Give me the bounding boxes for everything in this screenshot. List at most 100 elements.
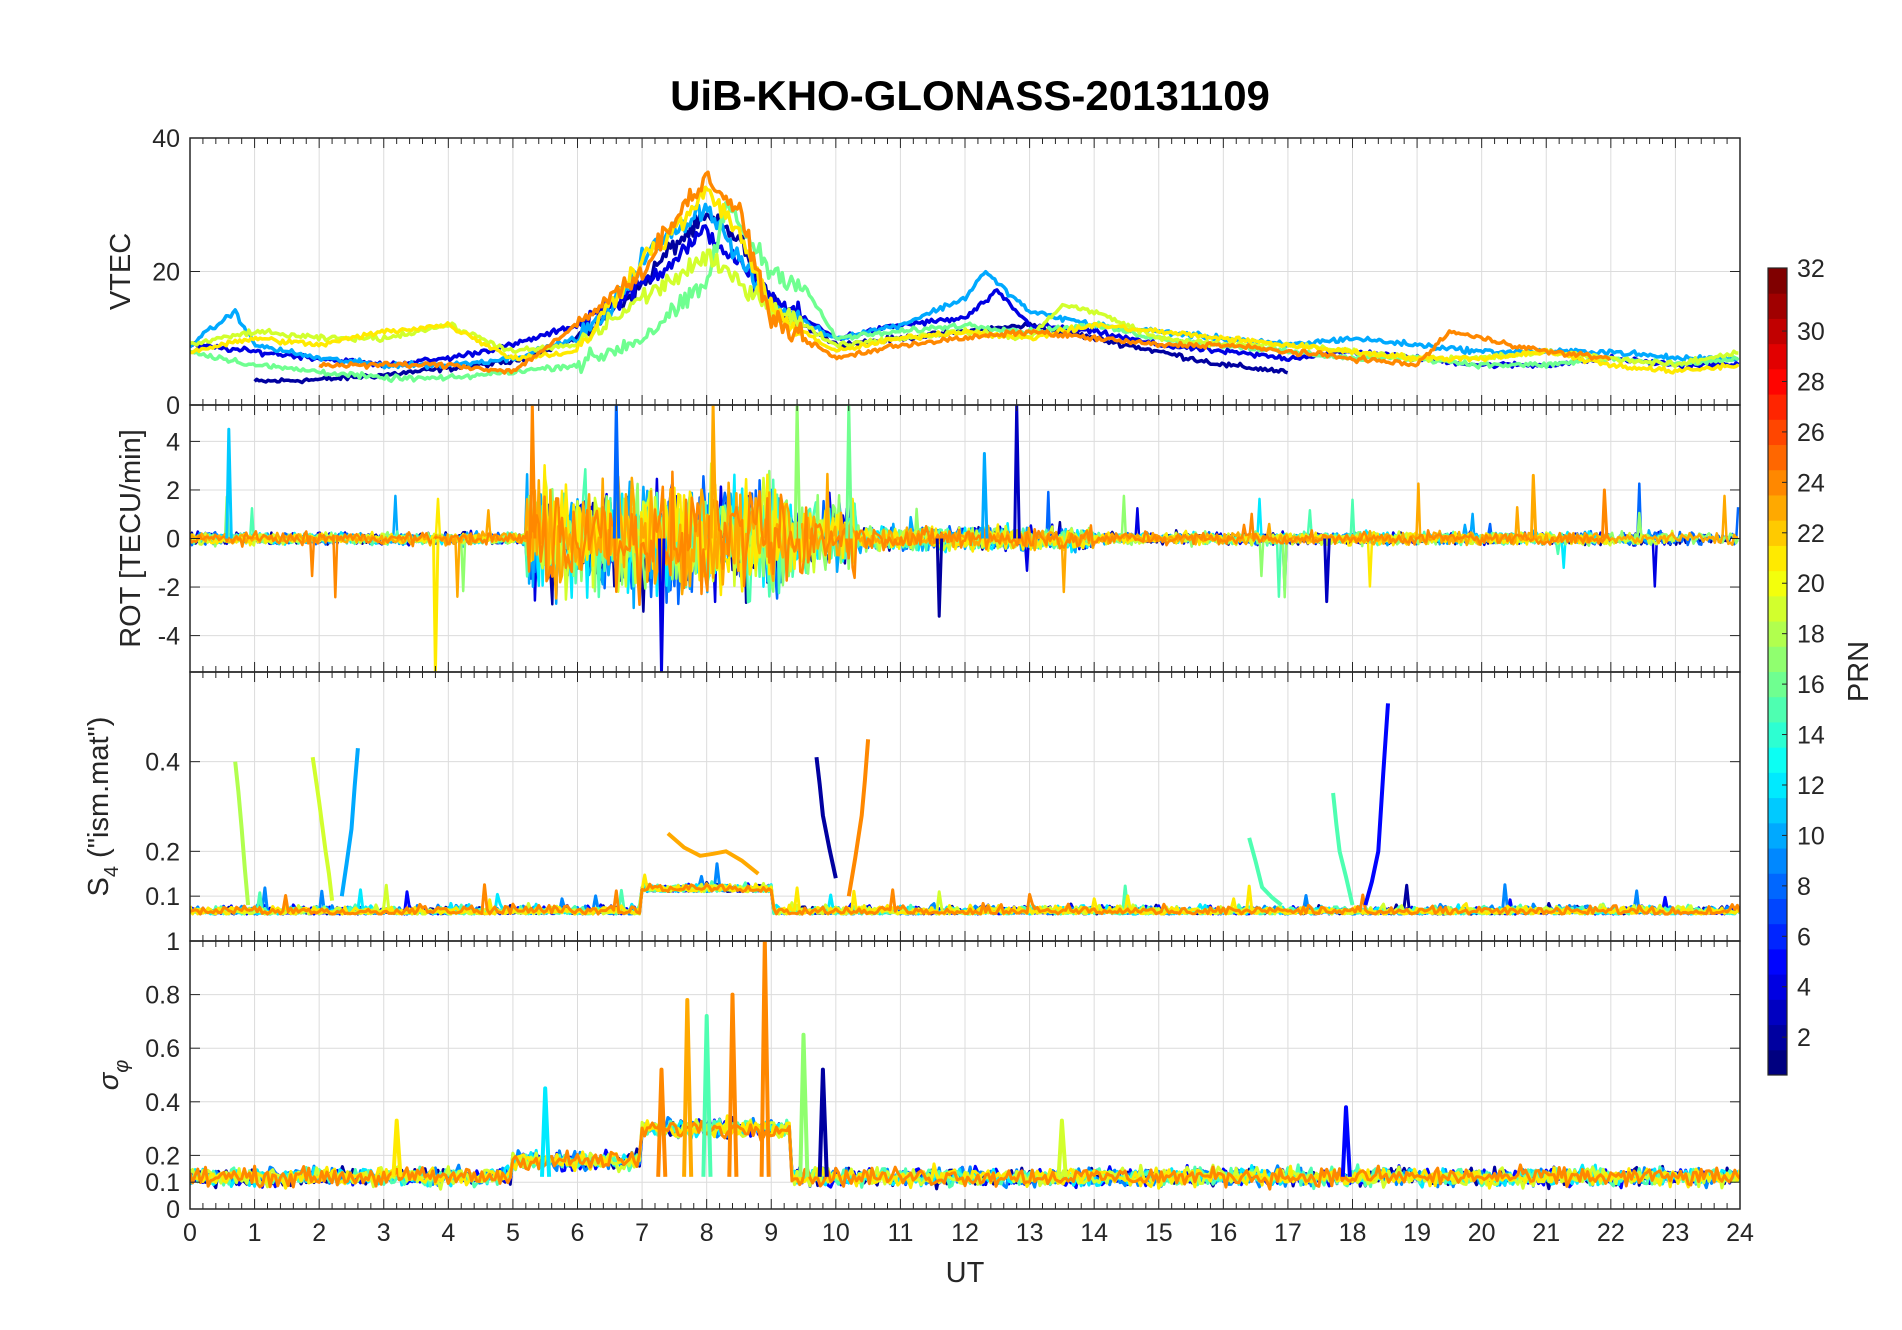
colorbar-tick-label: 18 [1797,621,1825,649]
colorbar-tick-label: 2 [1797,1024,1811,1052]
x-ticks [189,941,1741,1209]
colorbar-tick-label: 26 [1797,419,1825,447]
colorbar-tick-label: 6 [1797,923,1811,951]
grid-lines [189,672,1741,941]
x-axis-label: UT [946,1257,985,1289]
rot-line-prn-24 [190,470,1612,607]
y-axis-label: S4 ("ism.mat") [83,717,123,897]
colorbar-swatch [1768,948,1787,975]
colorbar-swatch [1768,848,1787,874]
colorbar-tick-label: 10 [1797,822,1825,850]
y-axis-label: VTEC [105,233,137,310]
colorbar-swatch [1768,772,1787,799]
y-axis-label: ROT [TECU/min] [115,429,147,648]
colorbar-swatch [1768,873,1787,899]
colorbar-tick-label: 16 [1797,671,1825,699]
x-tick-label: 10 [822,1219,850,1247]
colorbar-swatch [1768,368,1787,395]
colorbar-swatch [1768,696,1787,723]
colorbar-swatch [1768,671,1787,698]
subplot-3: 0.1 0.2 0.4 S4 ("ism.mat") [83,671,1741,942]
colorbar-tick-label: 30 [1797,318,1825,346]
colorbar-swatch [1768,520,1787,546]
sigma-peak [727,992,739,1177]
colorbar-tick-label: 32 [1797,255,1825,283]
data-series [190,941,1740,1191]
colorbar-swatch [1768,545,1787,572]
sigma-peak [391,1118,403,1177]
rot-burst [432,538,440,672]
colorbar-swatch [1768,646,1787,672]
y-tick-label: 0.4 [145,1089,180,1117]
data-series [190,703,1740,916]
colorbar-swatch [1768,469,1787,496]
colorbar-swatch [1768,293,1787,319]
x-ticks [189,138,1741,405]
x-tick-label: 17 [1274,1219,1302,1247]
y-tick-label: 20 [152,259,180,287]
y-tick-label: 0 [166,1196,180,1224]
x-ticks [189,405,1741,672]
x-tick-label: 22 [1597,1219,1625,1247]
colorbar-tick-label: 8 [1797,873,1811,901]
colorbar-tick-label: 12 [1797,772,1825,800]
rot-burst [793,405,802,539]
x-tick-label: 18 [1339,1219,1367,1247]
colorbar-tick-label: 28 [1797,368,1825,396]
vtec-line-prn-24 [318,170,1611,375]
colorbar-swatch [1768,444,1787,471]
x-tick-label: 15 [1145,1219,1173,1247]
colorbar-swatch [1768,923,1787,950]
colorbar-swatch [1768,747,1787,773]
y-tick-label: 0.4 [145,749,180,777]
y-tick-label: 0.8 [145,982,180,1010]
colorbar-tick-label: 24 [1797,469,1825,497]
rot-burst [709,405,718,539]
subplot-2: -4 -2 0 2 4 ROT [TECU/min] [115,404,1741,673]
s4-line-prn-24 [190,882,1740,916]
x-tick-label: 16 [1209,1219,1237,1247]
x-tick-label: 24 [1726,1219,1754,1247]
x-tick-label: 23 [1662,1219,1690,1247]
x-tick-label: 5 [506,1219,520,1247]
rot-burst [658,538,666,672]
y-tick-label: -2 [158,574,180,602]
colorbar-tick-label: 20 [1797,570,1825,598]
y-tick-label: 1 [166,928,180,956]
x-tick-label: 2 [312,1219,326,1247]
x-tick-label: 0 [183,1219,197,1247]
sigma-peak [656,1067,668,1177]
x-tick-label: 21 [1532,1219,1560,1247]
colorbar-swatch [1768,974,1787,1000]
colorbar-swatch [1768,318,1787,345]
s4-spike [666,831,760,876]
x-tick-label: 8 [700,1219,714,1247]
vtec-line-prn-21 [190,185,1740,375]
sigma-peak [817,1067,829,1177]
y-tick-label: 2 [166,477,180,505]
x-tick-label: 6 [571,1219,585,1247]
colorbar-swatch [1768,999,1787,1026]
y-tick-label: 0 [166,526,180,554]
y-axis-label: σφ [93,1060,133,1091]
x-tick-label: 9 [764,1219,778,1247]
colorbar-swatch [1768,1049,1787,1076]
x-ticks [189,672,1741,941]
subplot-4: 00.10.20.40.60.810 1 2 3 4 5 6 7 8 9 10 11 12 13 14 15 1… [93,928,1754,1289]
y-tick-label: 0.1 [145,883,180,911]
s4-spike [339,748,360,897]
colorbar-tick-label: 14 [1797,722,1825,750]
s4-spike [1247,837,1283,907]
x-tick-label: 11 [887,1219,913,1247]
rot-burst [528,405,537,539]
x-tick-label: 4 [441,1219,455,1247]
colorbar-swatch [1768,494,1787,521]
rot-burst [1600,488,1609,539]
sigma-line-prn-24 [190,1119,1740,1191]
sigma-peak [798,1032,810,1177]
rot-burst [612,405,621,539]
x-tick-label: 7 [635,1219,649,1247]
colorbar-swatch [1768,343,1787,370]
data-series [190,405,1740,672]
